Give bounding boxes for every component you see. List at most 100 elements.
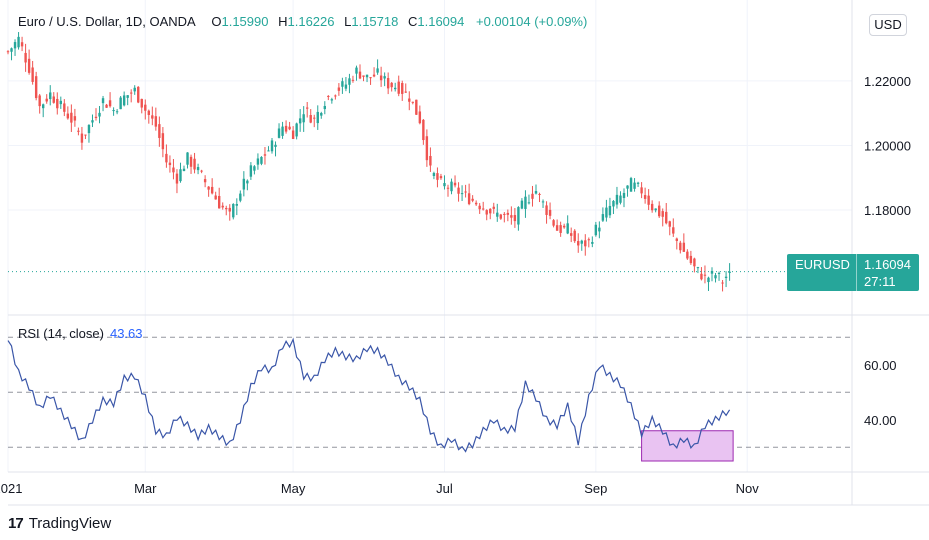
tradingview-logo[interactable]: 17 TradingView — [8, 515, 111, 532]
candle-body — [619, 195, 622, 203]
candle-body — [647, 195, 650, 205]
candle-body — [415, 99, 418, 115]
candle-body — [408, 98, 411, 102]
candle-body — [594, 224, 598, 236]
open-value: 1.15990 — [221, 14, 269, 29]
candle-body — [443, 183, 446, 187]
candle-body — [665, 211, 668, 224]
candle-body — [386, 78, 390, 89]
candle-body — [122, 95, 126, 106]
candle-body — [478, 205, 481, 210]
candle-body — [246, 180, 249, 184]
candle-body — [253, 166, 256, 171]
candle-body — [570, 233, 573, 236]
candle-body — [175, 173, 179, 184]
candle-body — [281, 126, 284, 136]
candle-body — [330, 99, 334, 101]
candle-body — [707, 277, 710, 283]
candle-body — [158, 124, 161, 138]
candle-body — [517, 207, 520, 225]
candle-body — [84, 134, 87, 136]
candle-body — [411, 101, 414, 103]
candle-body — [13, 42, 17, 49]
candle-body — [337, 87, 341, 91]
axes — [8, 0, 929, 506]
low-label: L — [344, 14, 352, 29]
candle-body — [228, 207, 231, 212]
candle-body — [506, 212, 510, 215]
candle-body — [270, 140, 274, 152]
candle-body — [446, 187, 450, 189]
candle-body — [643, 195, 647, 199]
rsi-series — [7, 336, 852, 462]
candle-body — [513, 215, 517, 222]
candle-body — [306, 107, 309, 109]
candle-body — [144, 104, 147, 111]
candle-body — [450, 181, 453, 192]
candle-body — [700, 273, 703, 280]
candle-body — [584, 240, 587, 247]
rsi-tick-label: 60.00 — [864, 358, 897, 373]
symbol-title: Euro / U.S. Dollar, 1D, OANDA — [18, 14, 196, 29]
x-tick-label: Mar — [134, 481, 157, 496]
candle-body — [210, 186, 214, 194]
candle-body — [105, 104, 108, 108]
candle-body — [457, 187, 460, 194]
candle-body — [6, 51, 10, 53]
candle-body — [49, 92, 52, 100]
candle-body — [650, 203, 654, 211]
candle-body — [73, 116, 77, 121]
candle-body — [365, 74, 369, 78]
candle-body — [379, 75, 383, 81]
candle-body — [24, 52, 27, 63]
candle-body — [316, 111, 319, 124]
candle-body — [249, 165, 253, 177]
candle-body — [541, 201, 545, 203]
candle-body — [112, 110, 115, 112]
candle-body — [94, 116, 98, 119]
candle-body — [672, 227, 675, 234]
candle-body — [439, 176, 443, 179]
candle-body — [605, 207, 608, 218]
candle-body — [52, 96, 55, 103]
rsi-label: RSI (14, close) — [18, 326, 104, 341]
candle-body — [108, 100, 112, 107]
candle-body — [38, 95, 41, 107]
candle-body — [394, 87, 397, 90]
candle-body — [10, 48, 13, 52]
candle-body — [524, 196, 527, 209]
candle-body — [56, 98, 59, 109]
rsi-line — [7, 337, 731, 453]
candle-body — [520, 200, 524, 209]
candle-body — [260, 156, 263, 164]
candle-body — [503, 213, 506, 215]
candle-body — [383, 76, 386, 79]
candle-body — [376, 68, 379, 73]
candle-body — [214, 195, 217, 200]
candle-body — [313, 117, 316, 119]
candle-body — [471, 198, 474, 201]
candle-body — [591, 242, 594, 244]
change-value: +0.00104 (+0.09%) — [476, 14, 588, 29]
currency-button[interactable]: USD — [869, 14, 907, 36]
candle-body — [724, 276, 728, 278]
candle-body — [87, 124, 91, 134]
candle-body — [91, 120, 94, 123]
tradingview-logo-text: TradingView — [28, 515, 112, 532]
candle-body — [566, 223, 569, 234]
price-tick-label: 1.18000 — [864, 203, 911, 218]
candle-body — [577, 241, 580, 246]
candle-body — [137, 86, 140, 103]
candle-body — [527, 202, 531, 204]
candle-body — [658, 205, 661, 217]
candle-body — [425, 136, 429, 161]
candle-body — [182, 168, 186, 172]
candle-body — [573, 230, 576, 242]
candle-body — [714, 275, 717, 279]
high-label: H — [278, 14, 288, 29]
candle-body — [225, 207, 228, 210]
price-tag-price: 1.16094 — [864, 257, 911, 272]
price-tick-label: 1.22000 — [864, 74, 911, 89]
candle-body — [165, 153, 168, 163]
